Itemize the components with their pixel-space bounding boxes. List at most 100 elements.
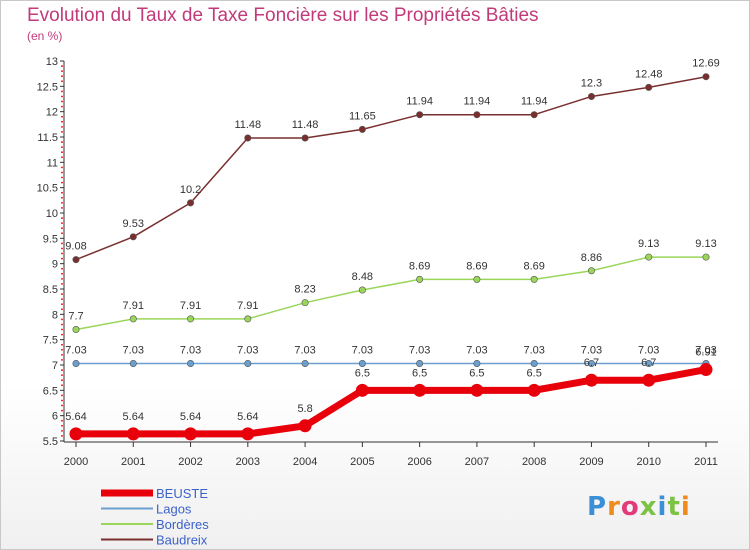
data-point — [358, 359, 366, 367]
y-minor-tick — [61, 359, 63, 361]
data-label: 7.03 — [352, 344, 373, 356]
y-minor-tick — [61, 75, 63, 78]
data-label: 8.69 — [523, 260, 544, 272]
y-minor-tick — [61, 252, 63, 255]
logo-letter: i — [657, 492, 668, 522]
legend-label: Baudreix — [156, 533, 208, 548]
data-label: 5.64 — [65, 411, 86, 423]
logo-letter: i — [680, 492, 691, 522]
legend-label: BEUSTE — [156, 486, 208, 501]
data-label: 5.64 — [237, 411, 258, 423]
data-point — [301, 134, 309, 142]
data-label: 5.64 — [180, 411, 201, 423]
data-label: 11.48 — [292, 119, 319, 131]
data-point — [645, 83, 653, 91]
y-minor-tick — [61, 201, 63, 204]
data-point — [413, 383, 427, 397]
data-label: 12.48 — [635, 68, 663, 80]
y-minor-tick — [61, 318, 63, 321]
y-minor-tick — [61, 404, 63, 407]
y-minor-tick — [61, 242, 63, 245]
data-label: 7.03 — [65, 344, 86, 356]
y-minor-tick — [61, 323, 63, 326]
data-point — [530, 111, 538, 119]
y-minor-tick — [61, 379, 63, 382]
y-minor-tick — [61, 191, 63, 194]
y-minor-tick — [61, 303, 63, 306]
data-point — [470, 383, 484, 397]
y-minor-tick — [61, 348, 63, 351]
data-label: 7.91 — [180, 300, 201, 312]
data-point — [301, 299, 309, 307]
data-label: 7.03 — [180, 344, 201, 356]
y-minor-tick — [61, 70, 63, 73]
data-point — [473, 275, 481, 283]
y-minor-tick — [61, 90, 63, 93]
proxiti-logo: Proxiti — [587, 492, 691, 522]
data-point — [702, 253, 710, 261]
y-minor-tick — [61, 399, 63, 402]
y-minor-tick — [61, 125, 63, 128]
data-label: 5.8 — [297, 403, 312, 415]
data-label: 11.65 — [349, 110, 376, 122]
y-tick-label: 11.5 — [37, 132, 58, 144]
data-point — [244, 134, 252, 142]
data-label: 10.2 — [180, 184, 201, 196]
data-point — [187, 315, 195, 323]
y-minor-tick — [61, 298, 63, 301]
y-minor-tick — [61, 409, 63, 412]
data-point — [699, 363, 713, 377]
y-minor-tick — [61, 222, 63, 225]
x-tick-label: 2009 — [579, 456, 603, 468]
y-minor-tick — [61, 105, 63, 108]
y-tick-label: 8 — [52, 309, 58, 321]
y-tick-label: 12.5 — [37, 81, 58, 93]
logo-letter: t — [667, 492, 681, 522]
data-label: 7.03 — [523, 344, 544, 356]
y-minor-tick — [61, 293, 63, 295]
y-minor-tick — [61, 217, 63, 219]
data-label: 7.91 — [123, 300, 144, 312]
data-point — [129, 233, 137, 241]
data-label: 6.7 — [584, 357, 599, 369]
y-minor-tick — [61, 328, 63, 331]
data-point — [298, 419, 312, 433]
data-label: 9.53 — [123, 218, 144, 230]
y-minor-tick — [61, 120, 63, 123]
data-point — [473, 111, 481, 119]
data-point — [530, 275, 538, 283]
data-point — [702, 73, 710, 81]
y-minor-tick — [61, 369, 63, 371]
x-tick-label: 2011 — [694, 456, 718, 468]
y-minor-tick — [61, 277, 63, 280]
chart-title: Evolution du Taux de Taxe Foncière sur l… — [27, 5, 539, 26]
y-minor-tick — [61, 435, 63, 437]
x-tick-label: 2003 — [236, 456, 260, 468]
y-minor-tick — [61, 207, 63, 209]
data-point — [587, 267, 595, 275]
y-minor-tick — [61, 171, 63, 174]
y-minor-tick — [61, 65, 63, 67]
x-tick-label: 2007 — [465, 456, 489, 468]
data-point — [587, 92, 595, 100]
data-point — [358, 125, 366, 133]
data-point — [244, 359, 252, 367]
y-minor-tick — [61, 196, 63, 199]
data-label: 7.03 — [466, 344, 487, 356]
data-label: 7.03 — [638, 344, 659, 356]
x-tick-label: 2008 — [522, 456, 546, 468]
data-point — [126, 427, 140, 441]
data-point — [416, 275, 424, 283]
data-label: 12.3 — [581, 77, 602, 89]
data-point — [187, 199, 195, 207]
y-minor-tick — [61, 176, 63, 179]
data-point — [355, 383, 369, 397]
x-tick-label: 2004 — [293, 456, 317, 468]
y-minor-tick — [61, 429, 63, 432]
data-point — [72, 326, 80, 334]
y-tick-label: 11 — [47, 157, 58, 169]
data-label: 8.69 — [409, 260, 430, 272]
data-label: 11.94 — [464, 96, 491, 108]
